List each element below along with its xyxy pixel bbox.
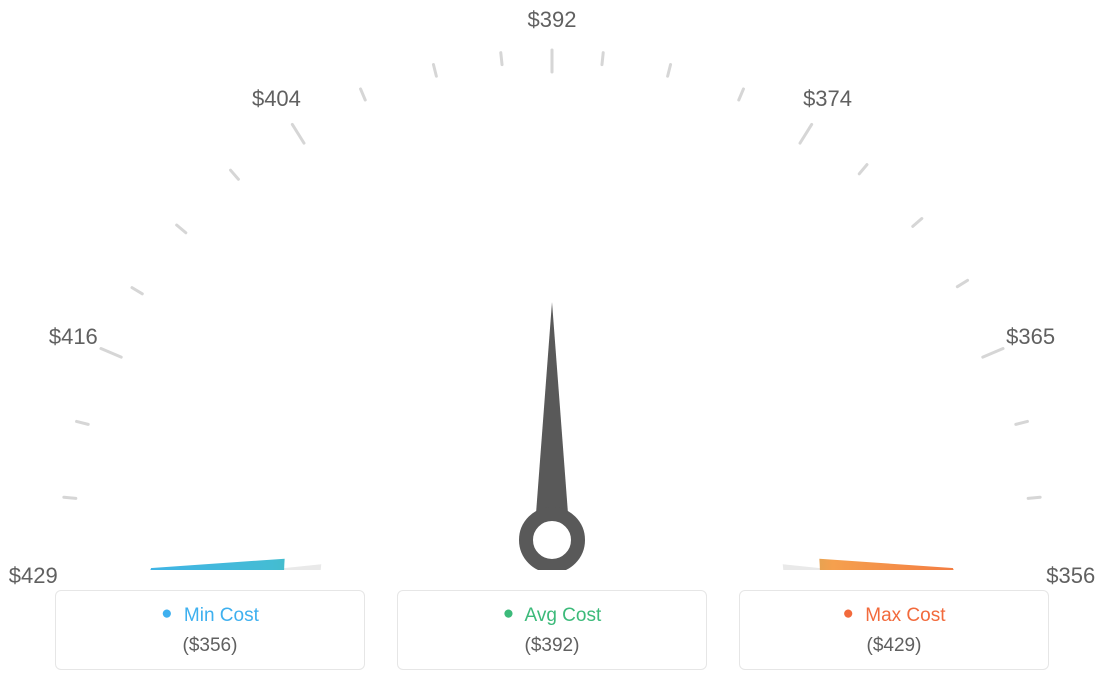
gauge-chart: $356$365$374$392$404$416$429: [0, 0, 1104, 570]
gauge-tick-label: $356: [1046, 563, 1095, 589]
dot-icon: ●: [842, 603, 853, 624]
gauge-tick-label: $365: [1006, 324, 1055, 350]
cost-gauge-widget: $356 $365 $374 $392 $404 $416 $429 ● Min Cost …: [0, 0, 1104, 690]
legend-max-value: ($429): [740, 635, 1048, 657]
dot-icon: ●: [161, 603, 172, 624]
legend-max: ● Max Cost ($429): [739, 590, 1049, 670]
legend-min-value: ($356): [56, 635, 364, 657]
gauge-tick-label: $392: [528, 7, 577, 33]
legend-min: ● Min Cost ($356): [55, 590, 365, 670]
dot-icon: ●: [503, 603, 514, 624]
legend-row: ● Min Cost ($356) ● Avg Cost ($392) ● Ma…: [0, 590, 1104, 670]
legend-avg-label: Avg Cost: [524, 605, 601, 626]
legend-avg: ● Avg Cost ($392): [397, 590, 707, 670]
gauge-tick-label: $416: [49, 324, 98, 350]
legend-avg-title: ● Avg Cost: [398, 605, 706, 627]
legend-avg-value: ($392): [398, 635, 706, 657]
legend-max-label: Max Cost: [865, 605, 945, 626]
gauge-tick-label: $429: [9, 563, 58, 589]
legend-max-title: ● Max Cost: [740, 605, 1048, 627]
gauge-tick-label: $404: [252, 86, 301, 112]
gauge-tick-label: $374: [803, 86, 852, 112]
legend-min-title: ● Min Cost: [56, 605, 364, 627]
legend-min-label: Min Cost: [184, 605, 259, 626]
